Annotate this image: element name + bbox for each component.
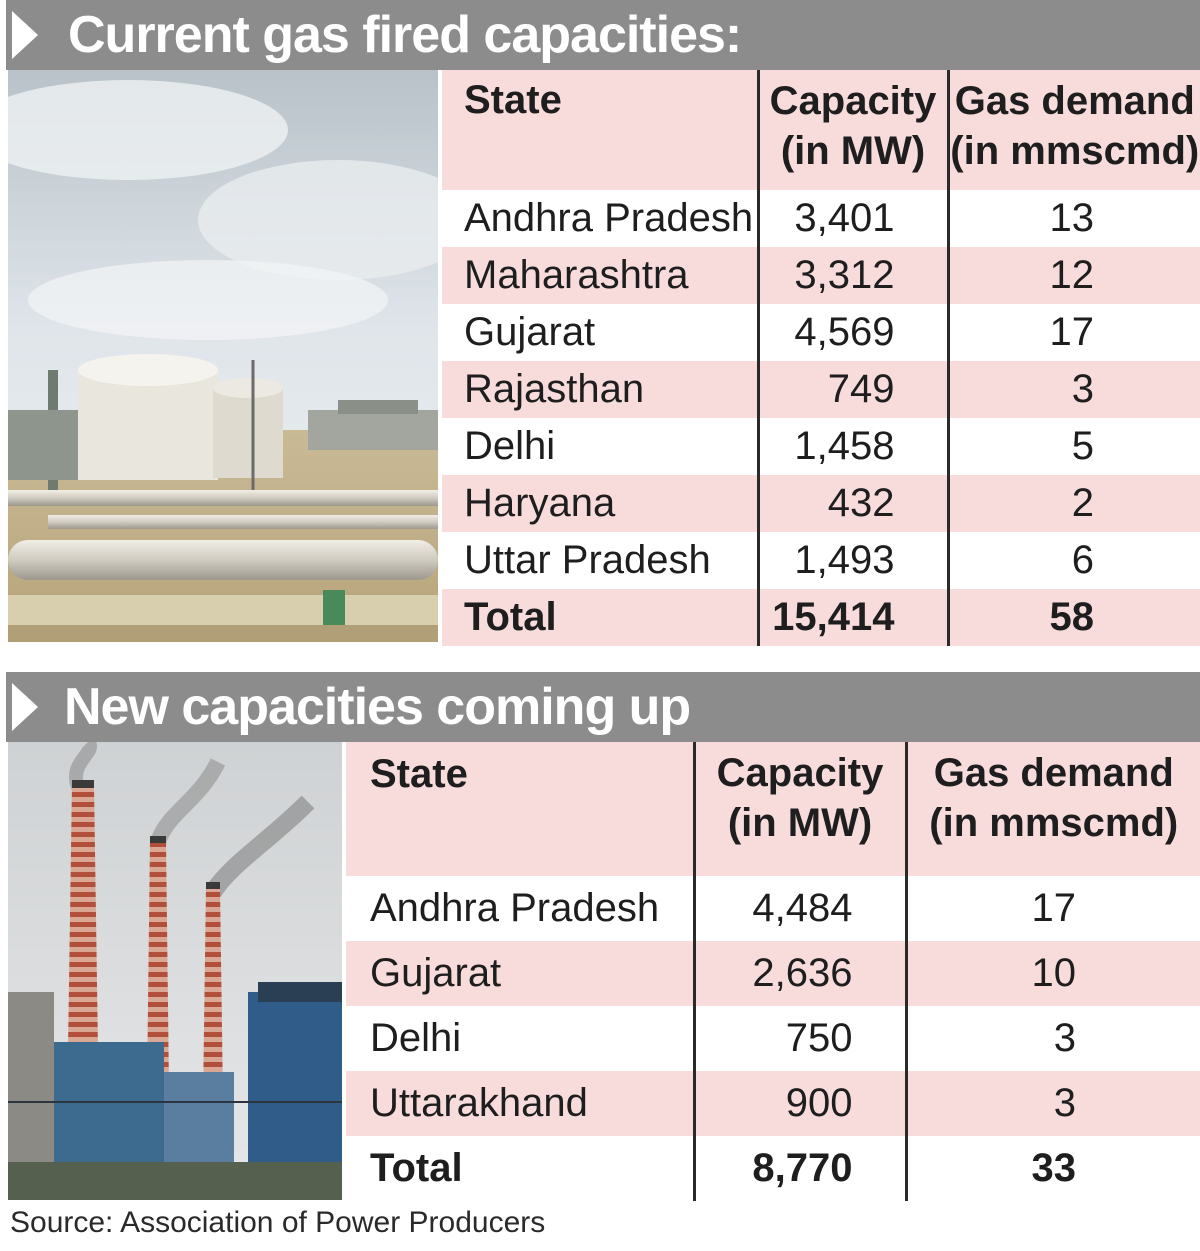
table-row: Andhra Pradesh 4,484 17 [346, 876, 1200, 941]
header-demand-line1: Gas demand [954, 79, 1195, 123]
current-capacities-table: State Capacity (in MW) Gas demand (in mm… [442, 70, 1200, 646]
state-cell: Maharashtra [442, 247, 758, 304]
table-row: Rajasthan 749 3 [442, 361, 1200, 418]
total-demand: 58 [946, 589, 1200, 646]
state-cell: Andhra Pradesh [442, 190, 758, 247]
table-row: Uttar Pradesh 1,493 6 [442, 532, 1200, 589]
state-cell: Haryana [442, 475, 758, 532]
demand-cell: 5 [946, 418, 1200, 475]
total-demand: 33 [904, 1136, 1200, 1201]
source-note: Source: Association of Power Producers [10, 1206, 546, 1239]
capacity-cell: 900 [692, 1071, 906, 1136]
capacity-cell: 1,493 [756, 532, 948, 589]
table-row: Andhra Pradesh 3,401 13 [442, 190, 1200, 247]
power-station-photo [8, 742, 342, 1200]
state-cell: Gujarat [346, 941, 694, 1006]
state-cell: Rajasthan [442, 361, 758, 418]
gas-plant-photo [8, 70, 438, 642]
capacity-cell: 750 [692, 1006, 906, 1071]
section-title: Current gas fired capacities: [68, 6, 742, 64]
header-state: State [442, 70, 758, 190]
demand-cell: 3 [904, 1006, 1200, 1071]
state-cell: Uttar Pradesh [442, 532, 758, 589]
table-row: Haryana 432 2 [442, 475, 1200, 532]
header-demand-line2: (in mmscmd) [929, 801, 1179, 845]
header-capacity-line2: (in MW) [727, 801, 873, 845]
header-capacity: Capacity (in MW) [692, 742, 906, 876]
section-banner-new: New capacities coming up [6, 672, 1200, 742]
arrow-right-icon [12, 11, 38, 59]
table-header-row: State Capacity (in MW) Gas demand (in mm… [442, 70, 1200, 190]
header-capacity: Capacity (in MW) [756, 70, 948, 190]
capacity-cell: 1,458 [756, 418, 948, 475]
header-gas-demand: Gas demand (in mmscmd) [904, 742, 1200, 876]
state-cell: Delhi [442, 418, 758, 475]
capacity-cell: 432 [756, 475, 948, 532]
table-total-row: Total 15,414 58 [442, 589, 1200, 646]
total-label: Total [346, 1136, 694, 1201]
capacity-cell: 3,312 [756, 247, 948, 304]
demand-cell: 3 [946, 361, 1200, 418]
capacity-cell: 4,484 [692, 876, 906, 941]
state-cell: Delhi [346, 1006, 694, 1071]
table-row: Delhi 1,458 5 [442, 418, 1200, 475]
table-header-row: State Capacity (in MW) Gas demand (in mm… [346, 742, 1200, 876]
demand-cell: 13 [946, 190, 1200, 247]
table-row: Uttarakhand 900 3 [346, 1071, 1200, 1136]
table-total-row: Total 8,770 33 [346, 1136, 1200, 1201]
header-gas-demand: Gas demand (in mmscmd) [946, 70, 1200, 190]
table-row: Maharashtra 3,312 12 [442, 247, 1200, 304]
total-capacity: 8,770 [692, 1136, 906, 1201]
capacity-cell: 2,636 [692, 941, 906, 1006]
state-cell: Uttarakhand [346, 1071, 694, 1136]
capacity-cell: 4,569 [756, 304, 948, 361]
header-state: State [346, 742, 694, 876]
table-row: Gujarat 4,569 17 [442, 304, 1200, 361]
header-demand-line2: (in mmscmd) [950, 129, 1200, 173]
header-capacity-line1: Capacity [716, 751, 884, 795]
header-demand-line1: Gas demand [933, 751, 1174, 795]
table-row: Delhi 750 3 [346, 1006, 1200, 1071]
header-capacity-line1: Capacity [769, 79, 937, 123]
state-cell: Gujarat [442, 304, 758, 361]
state-cell: Andhra Pradesh [346, 876, 694, 941]
arrow-right-icon [12, 683, 38, 731]
demand-cell: 12 [946, 247, 1200, 304]
section-banner-current: Current gas fired capacities: [6, 0, 1200, 70]
new-capacities-table: State Capacity (in MW) Gas demand (in mm… [346, 742, 1200, 1201]
demand-cell: 2 [946, 475, 1200, 532]
demand-cell: 3 [904, 1071, 1200, 1136]
section-title: New capacities coming up [64, 678, 691, 736]
table-row: Gujarat 2,636 10 [346, 941, 1200, 1006]
capacity-cell: 3,401 [756, 190, 948, 247]
total-label: Total [442, 589, 758, 646]
header-capacity-line2: (in MW) [780, 129, 926, 173]
demand-cell: 6 [946, 532, 1200, 589]
demand-cell: 17 [904, 876, 1200, 941]
capacity-cell: 749 [756, 361, 948, 418]
demand-cell: 10 [904, 941, 1200, 1006]
demand-cell: 17 [946, 304, 1200, 361]
total-capacity: 15,414 [756, 589, 948, 646]
